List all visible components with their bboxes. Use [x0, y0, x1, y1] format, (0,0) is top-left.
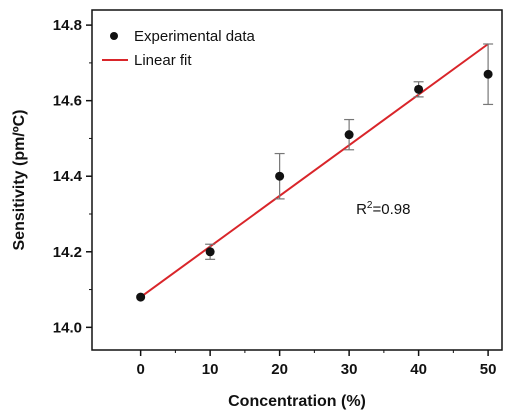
x-tick-label: 40	[410, 361, 427, 378]
data-point	[205, 247, 215, 257]
x-axis-ticks: 0 10 20 30 40 50	[136, 350, 496, 378]
legend-label-linear-fit: Linear fit	[134, 52, 192, 69]
y-tick-label: 14.6	[53, 93, 82, 110]
linear-fit-line	[140, 43, 489, 298]
data-point	[136, 292, 146, 302]
x-tick-label: 20	[271, 361, 288, 378]
x-tick-label: 50	[480, 361, 497, 378]
r-squared-base: R	[356, 201, 367, 218]
y-tick-label: 14.4	[53, 168, 83, 185]
linear-fit-series	[140, 43, 489, 298]
experimental-data-series	[136, 43, 494, 302]
data-point	[483, 69, 493, 79]
legend-label-experimental: Experimental data	[134, 28, 256, 45]
y-tick-label: 14.8	[53, 17, 82, 34]
r-squared-annotation: R2=0.98	[356, 200, 410, 218]
legend: Experimental data Linear fit	[102, 28, 256, 69]
y-tick-label: 14.0	[53, 319, 82, 336]
r-squared-superscript: 2	[367, 200, 373, 211]
y-axis-title: Sensitivity (pm/ºC)	[11, 110, 28, 251]
x-axis-title: Concentration (%)	[228, 393, 366, 410]
x-tick-label: 0	[136, 361, 144, 378]
x-tick-label: 30	[341, 361, 358, 378]
x-tick-label: 10	[202, 361, 219, 378]
data-point	[344, 130, 354, 140]
r-squared-value: =0.98	[372, 201, 410, 218]
data-point	[275, 171, 285, 181]
y-axis-ticks: 14.0 14.2 14.4 14.6 14.8	[53, 17, 92, 336]
data-point	[414, 84, 424, 94]
legend-marker-experimental	[110, 32, 118, 40]
plot-area	[91, 9, 503, 351]
y-tick-label: 14.2	[53, 244, 82, 261]
